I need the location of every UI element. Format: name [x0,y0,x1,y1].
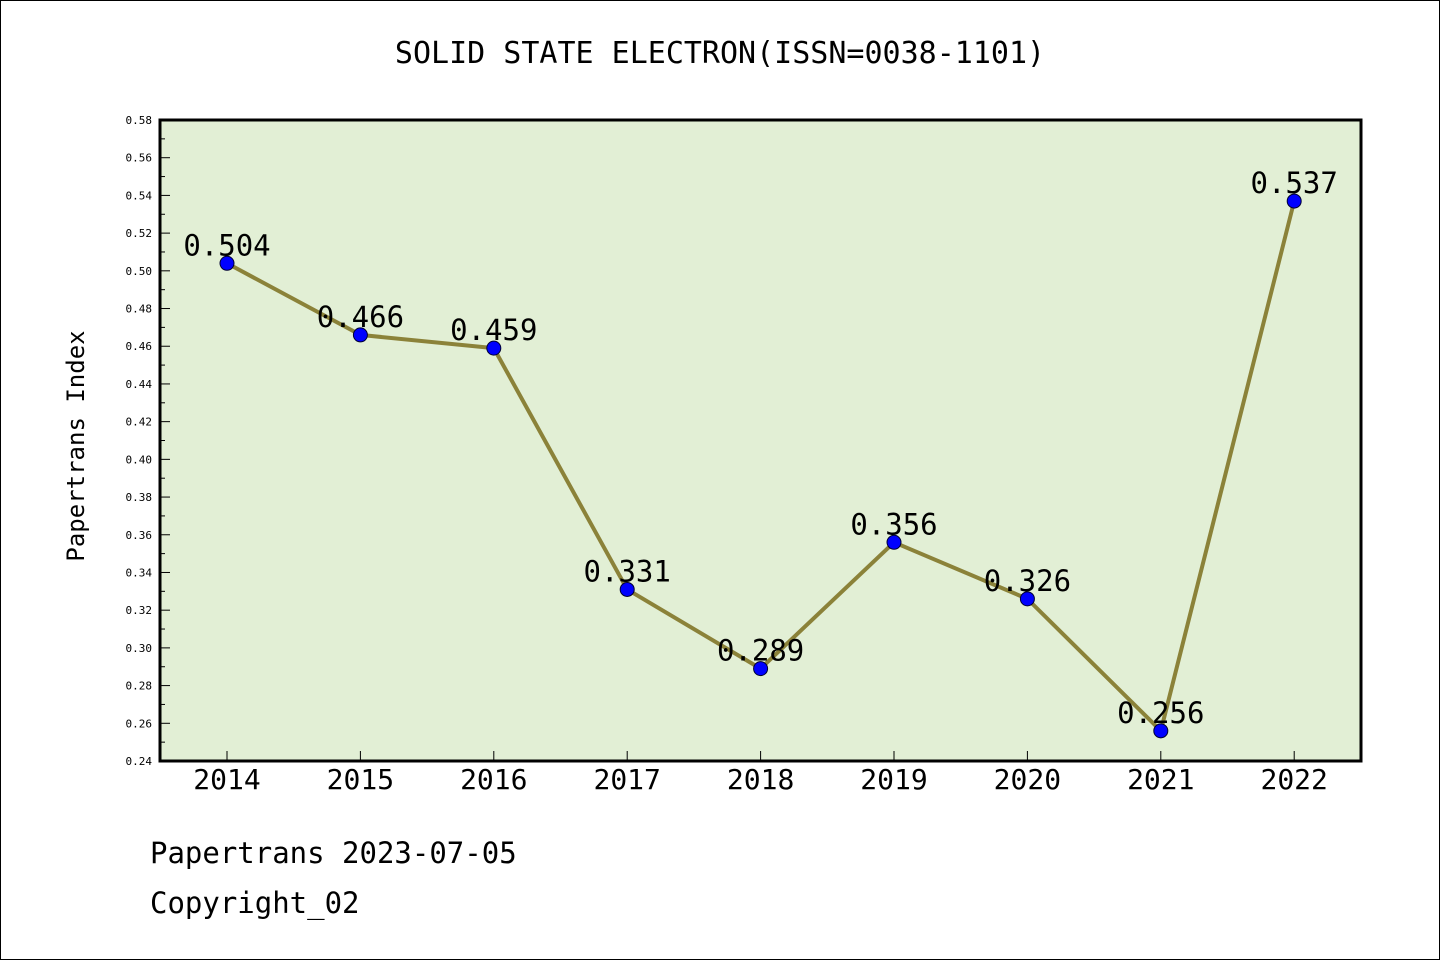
data-label: 0.326 [984,564,1071,598]
plot-border [158,118,1363,763]
data-label: 0.289 [717,634,804,668]
y-tick-label: 0.52 [126,227,153,240]
data-point [486,340,502,356]
x-tick-label: 2016 [460,763,527,796]
y-tick-label: 0.58 [126,114,153,127]
data-label: 0.537 [1251,166,1338,200]
data-point [352,327,368,343]
x-tick-label: 2015 [327,763,394,796]
data-point [619,581,635,597]
y-tick-label: 0.36 [126,529,153,542]
data-label: 0.356 [850,507,937,541]
data-label: 0.256 [1117,696,1204,730]
y-tick-label: 0.28 [126,680,153,693]
data-point [886,534,902,550]
y-tick-label: 0.32 [126,604,153,617]
data-point [219,255,235,271]
x-axis: 2014 2015 2016 2017 2018 2019 2020 2021 2022 [193,751,1328,796]
y-tick-label: 0.42 [126,416,153,429]
y-tick-label: 0.24 [126,755,153,768]
y-tick-label: 0.34 [126,566,153,579]
chart-title: SOLID STATE ELECTRON(ISSN=0038-1101) [394,36,1046,71]
data-label: 0.466 [317,300,404,334]
y-tick-label: 0.50 [126,265,153,278]
x-tick-label: 2019 [860,763,927,796]
y-tick-label: 0.40 [126,453,153,466]
data-labels: 0.504 0.466 0.459 0.331 0.289 0.356 0.326 0.256… [183,166,1338,730]
footer-date: Papertrans 2023-07-05 [150,836,517,870]
data-point [1153,723,1169,739]
data-point [1019,591,1035,607]
series-markers [219,193,1302,739]
data-point [1286,193,1302,209]
y-tick-label: 0.38 [126,491,153,504]
x-tick-label: 2022 [1260,763,1327,796]
x-tick-label: 2021 [1127,763,1194,796]
x-tick-label: 2014 [193,763,260,796]
footer-copyright: Copyright_02 [150,886,360,920]
y-tick-label: 0.26 [126,717,153,730]
y-tick-label: 0.54 [126,189,153,202]
data-point [753,661,769,677]
y-tick-label: 0.46 [126,340,153,353]
y-tick-label: 0.48 [126,303,153,316]
y-tick-label: 0.56 [126,152,153,165]
data-label: 0.504 [183,228,270,262]
x-tick-label: 2020 [994,763,1061,796]
x-tick-label: 2018 [727,763,794,796]
y-tick-label: 0.30 [126,642,153,655]
y-tick-label: 0.44 [126,378,153,391]
y-axis: 0.24 0.26 0.28 0.30 0.32 0.34 0.36 0.38 0.40 0.42… [126,114,170,768]
x-tick-label: 2017 [593,763,660,796]
plot-area [160,120,1361,761]
data-label: 0.331 [584,554,671,588]
data-label: 0.459 [450,313,537,347]
